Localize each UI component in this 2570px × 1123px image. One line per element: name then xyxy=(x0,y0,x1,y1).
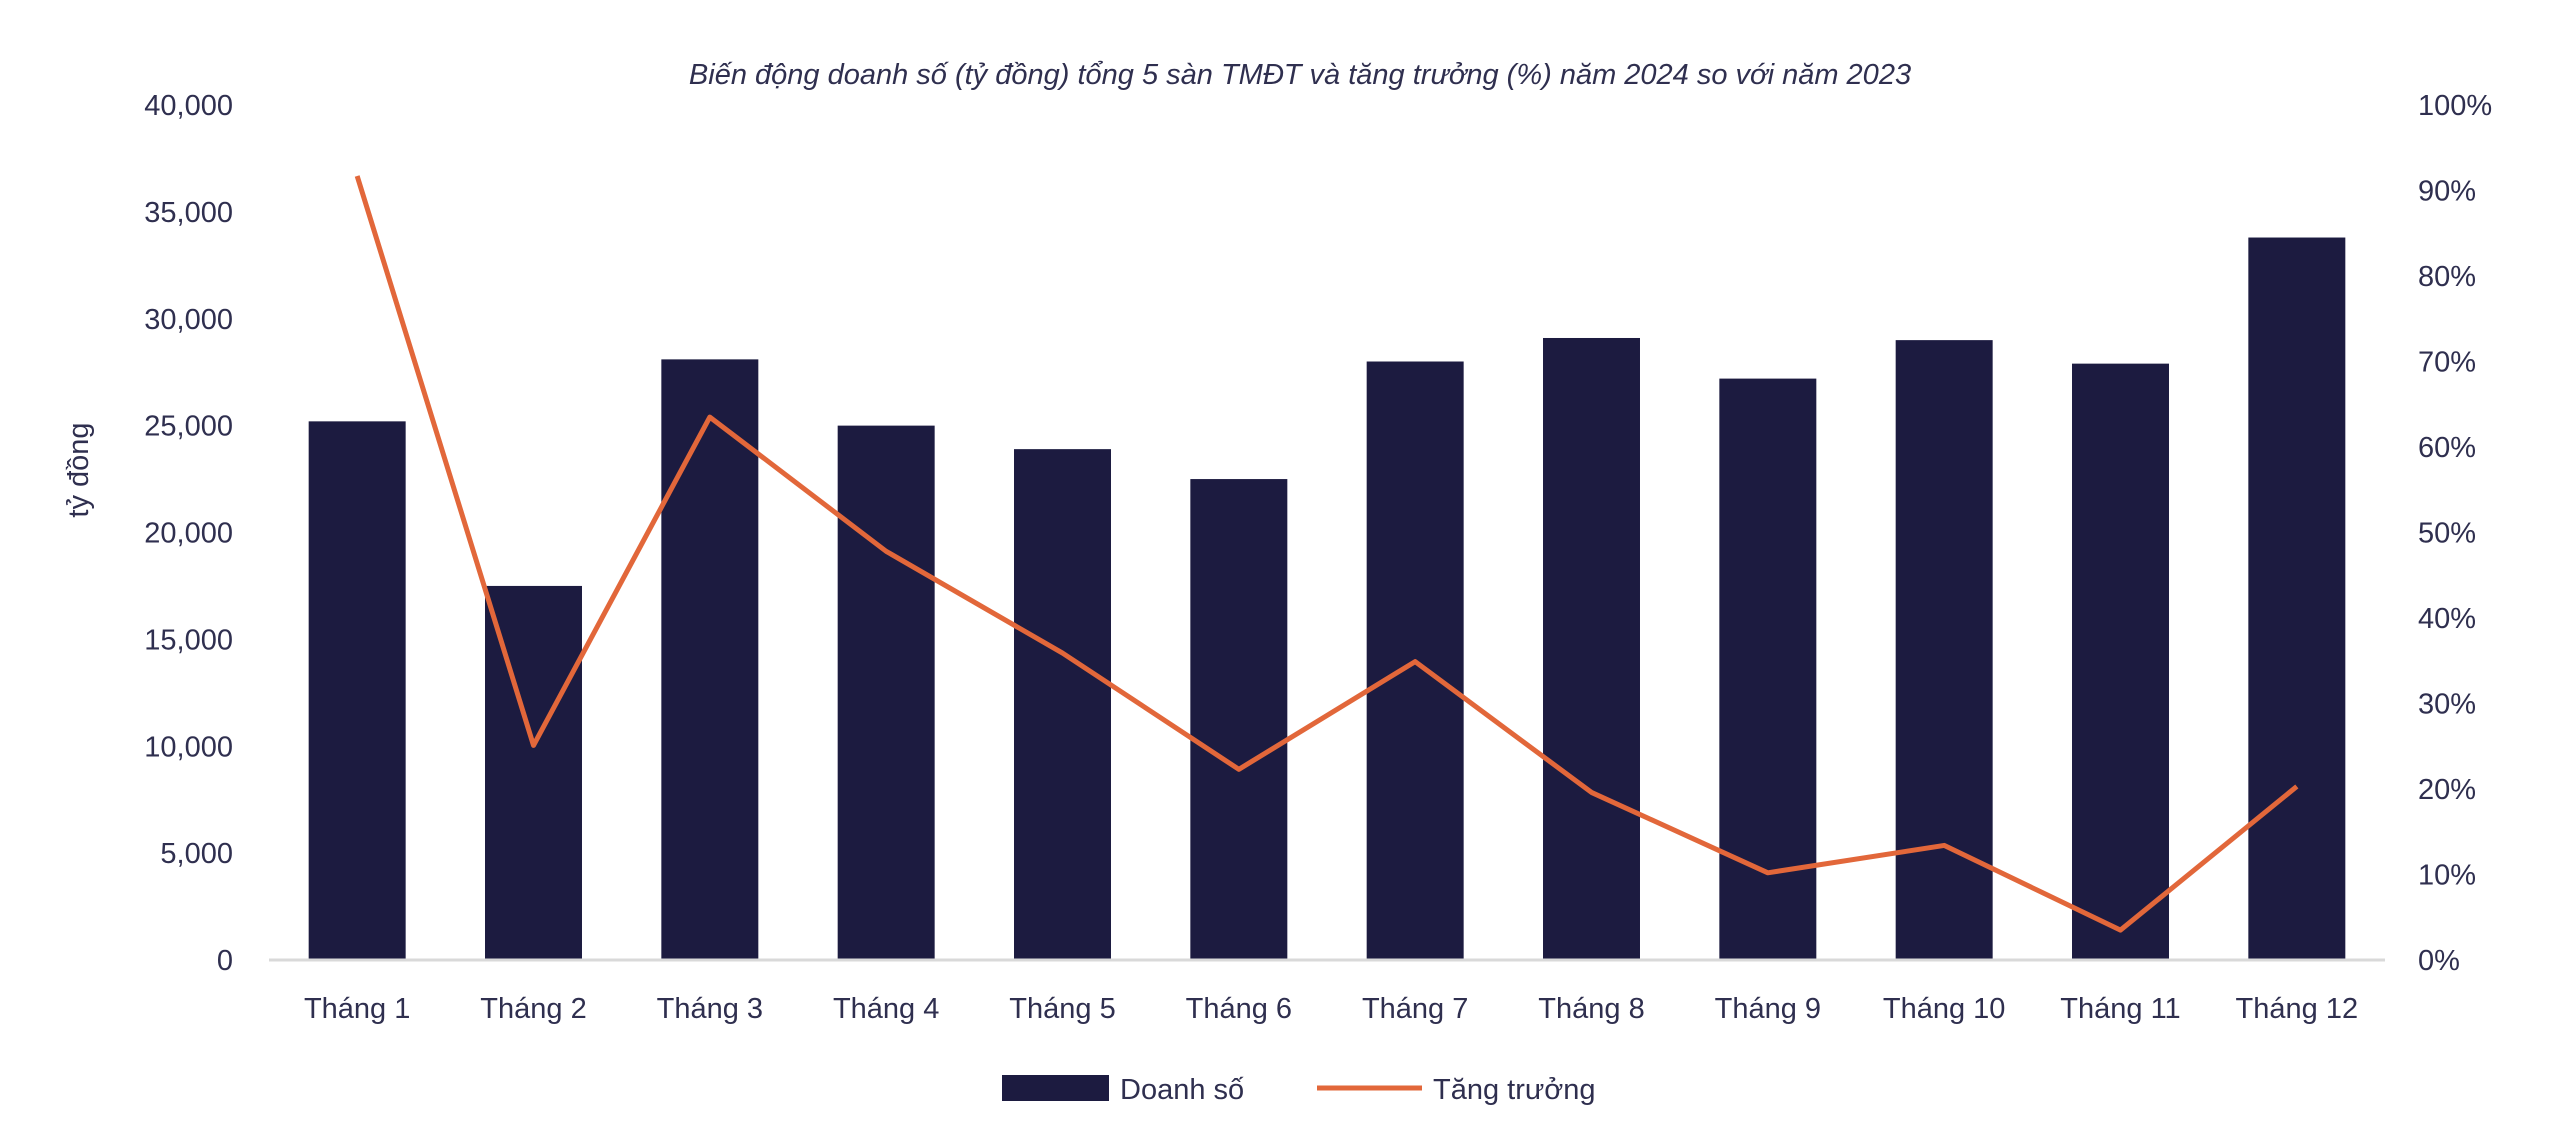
bar xyxy=(661,359,758,960)
y2-tick-label: 30% xyxy=(2418,689,2476,721)
y2-tick-label: 90% xyxy=(2418,176,2476,208)
x-tick-label: Tháng 5 xyxy=(1009,993,1115,1025)
legend-label-tang-truong: Tăng trưởng xyxy=(1433,1074,1596,1106)
y-tick-label: 10,000 xyxy=(144,731,233,763)
x-tick-label: Tháng 2 xyxy=(480,993,586,1025)
x-tick-label: Tháng 12 xyxy=(2236,993,2359,1025)
y-tick-label: 40,000 xyxy=(144,90,233,122)
y-tick-label: 35,000 xyxy=(144,197,233,229)
x-tick-label: Tháng 8 xyxy=(1538,993,1644,1025)
bar xyxy=(2248,238,2345,960)
bar xyxy=(1896,340,1993,960)
bar xyxy=(1190,479,1287,960)
y-tick-label: 15,000 xyxy=(144,624,233,656)
y-axis-label: tỷ đồng xyxy=(63,422,95,517)
y-tick-label: 30,000 xyxy=(144,304,233,336)
y2-tick-label: 100% xyxy=(2418,90,2492,122)
y-tick-label: 25,000 xyxy=(144,411,233,443)
legend: Doanh số Tăng trưởng xyxy=(1002,1074,1596,1106)
y2-tick-label: 70% xyxy=(2418,347,2476,379)
y2-tick-label: 50% xyxy=(2418,518,2476,550)
bar xyxy=(838,426,935,960)
bar xyxy=(1014,449,1111,960)
x-tick-label: Tháng 9 xyxy=(1715,993,1821,1025)
growth-line xyxy=(357,176,2297,930)
bar xyxy=(309,421,406,960)
x-tick-label: Tháng 10 xyxy=(1883,993,2006,1025)
bar xyxy=(2072,364,2169,960)
x-tick-label: Tháng 3 xyxy=(657,993,763,1025)
y2-tick-label: 10% xyxy=(2418,860,2476,892)
y2-tick-label: 60% xyxy=(2418,432,2476,464)
x-tick-label: Tháng 11 xyxy=(2060,993,2180,1025)
y2-tick-label: 80% xyxy=(2418,261,2476,293)
x-tick-label: Tháng 4 xyxy=(833,993,939,1025)
legend-swatch-doanh-so xyxy=(1002,1075,1109,1101)
chart-title: Biến động doanh số (tỷ đồng) tổng 5 sàn … xyxy=(689,59,1911,91)
legend-label-doanh-so: Doanh số xyxy=(1120,1074,1244,1106)
y-tick-label: 20,000 xyxy=(144,518,233,550)
x-tick-label: Tháng 1 xyxy=(304,993,410,1025)
y-tick-label: 5,000 xyxy=(160,838,233,870)
x-tick-label: Tháng 7 xyxy=(1362,993,1468,1025)
y2-tick-label: 20% xyxy=(2418,774,2476,806)
y2-tick-label: 40% xyxy=(2418,603,2476,635)
x-tick-label: Tháng 6 xyxy=(1186,993,1292,1025)
y2-tick-label: 0% xyxy=(2418,945,2460,977)
bar xyxy=(1543,338,1640,960)
y-tick-label: 0 xyxy=(217,945,233,977)
